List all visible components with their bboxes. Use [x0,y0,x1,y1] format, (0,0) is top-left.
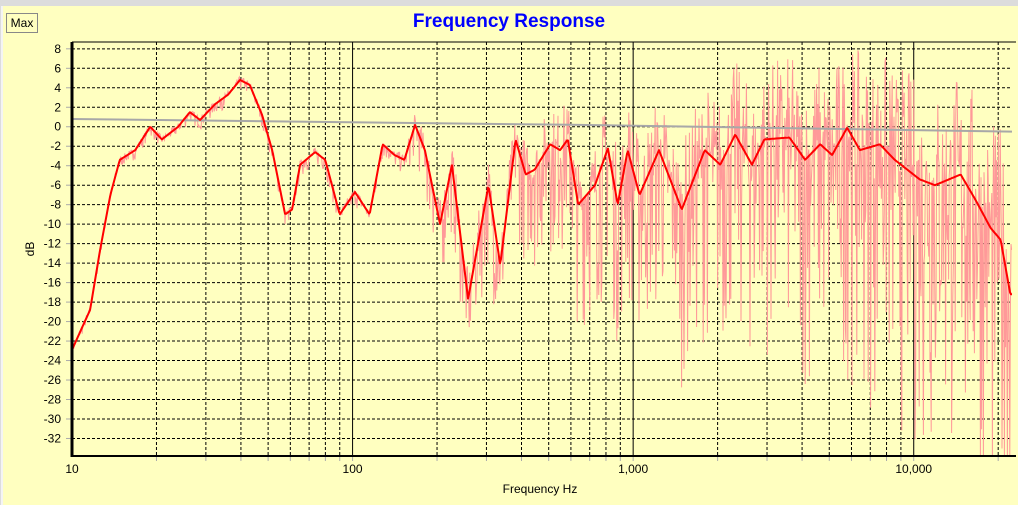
y-tick-label: -10 [44,217,62,231]
reference-line [72,117,1012,133]
raw-response-line [72,50,1012,456]
y-tick-label: -14 [44,256,62,270]
x-tick-label: 1,000 [618,462,648,476]
y-tick-label: -8 [50,198,61,212]
y-tick-label: -4 [50,159,61,173]
y-tick-label: -18 [44,295,62,309]
y-tick-label: -24 [44,354,62,368]
y-tick-label: 2 [54,100,61,114]
x-tick-label: 10,000 [895,462,932,476]
x-tick-label: 10 [65,462,79,476]
y-tick-label: -30 [44,412,62,426]
x-tick-label: 100 [343,462,363,476]
y-tick-label: -2 [50,139,61,153]
y-tick-label: -26 [44,373,62,387]
chart-title: Frequency Response [412,11,606,32]
x-axis-label: Frequency Hz [503,482,578,496]
y-tick-label: -22 [44,334,62,348]
smoothed-response-line [72,79,1012,351]
y-tick-label: -16 [44,276,62,290]
y-tick-label: -6 [50,178,61,192]
y-tick-label: -28 [44,393,62,407]
y-tick-label: -32 [44,431,62,445]
series-group [72,50,1012,456]
y-tick-label: 0 [54,120,61,134]
y-tick-label: 8 [54,42,61,56]
y-axis-label: dB [23,242,37,257]
y-tick-label: -12 [44,237,62,251]
y-tick-label: 4 [54,81,61,95]
y-tick-label: -20 [44,315,62,329]
axes: 8 6 4 2 0 -2 -4 -6 -8 -10 -12 -14 -16 -18 -20 -22 -24 -26… [44,41,1016,476]
max-button[interactable]: Max [6,13,38,33]
y-tick-label: 6 [54,61,61,75]
